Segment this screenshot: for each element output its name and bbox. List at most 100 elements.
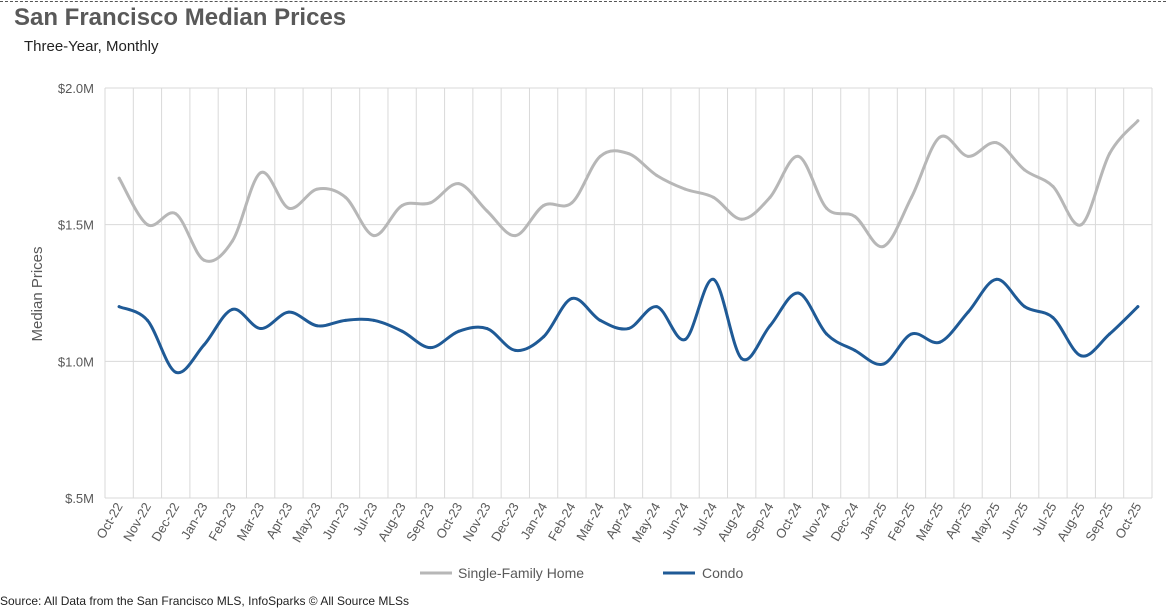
data-point-single-family-home — [400, 204, 404, 208]
data-point-single-family-home — [627, 152, 630, 156]
y-tick-label: $1.0M — [58, 354, 94, 369]
data-point-condo — [740, 357, 744, 361]
data-point-single-family-home — [1079, 223, 1083, 227]
data-point-single-family-home — [1023, 168, 1027, 172]
y-tick-label: $1.5M — [58, 218, 94, 233]
data-point-condo — [428, 346, 432, 350]
data-point-condo — [315, 324, 319, 328]
y-axis-title: Median Prices — [29, 246, 46, 341]
data-point-single-family-home — [1051, 184, 1055, 188]
data-point-single-family-home — [287, 206, 291, 210]
data-point-single-family-home — [202, 258, 206, 262]
chart-title: San Francisco Median Prices — [14, 4, 347, 31]
data-point-single-family-home — [881, 245, 885, 249]
data-point-condo — [655, 305, 659, 309]
x-tick-label: Sep-25 — [1082, 500, 1116, 544]
y-tick-label: $.5M — [65, 491, 94, 506]
data-point-condo — [145, 318, 149, 322]
chart-subtitle: Three-Year, Monthly — [24, 38, 159, 55]
data-point-single-family-home — [655, 173, 659, 177]
data-point-condo — [966, 310, 970, 314]
data-point-condo — [711, 277, 715, 281]
data-point-condo — [683, 337, 687, 341]
x-tick-label: Mar-25 — [913, 500, 947, 543]
data-point-single-family-home — [428, 201, 432, 205]
data-point-condo — [400, 329, 404, 333]
x-tick-label: Dec-24 — [828, 500, 862, 544]
data-point-condo — [627, 327, 630, 331]
y-tick-labels: $.5M $1.0M $1.5M $2.0M — [58, 81, 94, 506]
data-point-condo — [344, 318, 348, 322]
data-point-condo — [1079, 354, 1083, 358]
data-point-condo — [881, 362, 885, 366]
data-point-condo — [853, 348, 857, 352]
x-tick-label: Oct-25 — [1112, 500, 1144, 541]
data-point-single-family-home — [711, 195, 715, 199]
data-point-single-family-home — [230, 239, 234, 243]
data-point-condo — [825, 332, 829, 336]
data-point-single-family-home — [768, 195, 772, 199]
x-tick-label: Sep-23 — [403, 500, 437, 544]
series-layer — [117, 119, 1140, 375]
data-point-single-family-home — [683, 187, 687, 191]
x-tick-label: Sep-24 — [743, 500, 777, 544]
data-point-single-family-home — [485, 209, 489, 213]
data-point-condo — [598, 318, 602, 322]
x-tick-label: Mar-24 — [573, 500, 607, 543]
top-dashed-border — [0, 1, 1166, 2]
data-point-condo — [1136, 305, 1140, 309]
data-point-single-family-home — [542, 204, 546, 208]
data-point-condo — [909, 332, 913, 336]
x-tick-label: Dec-22 — [148, 500, 182, 544]
legend: Single-Family Home Condo — [420, 565, 743, 581]
data-point-condo — [994, 277, 998, 281]
data-point-condo — [938, 340, 942, 344]
data-point-single-family-home — [372, 234, 376, 238]
data-point-single-family-home — [598, 154, 602, 158]
source-note: Source: All Data from the San Francisco … — [0, 594, 410, 608]
data-point-single-family-home — [994, 141, 998, 145]
legend-label-condo: Condo — [702, 565, 743, 581]
data-point-condo — [202, 343, 206, 347]
data-point-single-family-home — [1136, 119, 1140, 123]
x-tick-label: Jul-23 — [350, 500, 381, 538]
data-point-condo — [117, 305, 121, 309]
x-tick-label: Jun-25 — [998, 500, 1031, 542]
data-point-condo — [457, 329, 461, 333]
x-tick-label: Jun-24 — [659, 500, 692, 542]
data-point-single-family-home — [117, 176, 121, 180]
data-point-single-family-home — [938, 135, 942, 139]
x-tick-label: May-23 — [289, 500, 324, 545]
data-point-condo — [1108, 332, 1112, 336]
data-point-condo — [1023, 305, 1027, 309]
x-tick-label: Dec-23 — [488, 500, 522, 544]
data-point-single-family-home — [259, 171, 263, 175]
y-tick-label: $2.0M — [58, 81, 94, 96]
series-line-condo — [117, 277, 1140, 375]
x-tick-label: May-24 — [629, 500, 664, 545]
x-tick-label: Jul-25 — [1029, 500, 1060, 538]
data-point-single-family-home — [174, 212, 178, 216]
data-point-condo — [372, 318, 376, 322]
data-point-single-family-home — [145, 223, 149, 227]
data-point-condo — [485, 327, 489, 331]
data-point-single-family-home — [344, 195, 348, 199]
grid-layer — [104, 87, 1153, 499]
data-point-condo — [287, 310, 291, 314]
x-tick-labels: Oct-22Nov-22Dec-22Jan-23Feb-23Mar-23Apr-… — [93, 500, 1144, 545]
data-point-condo — [768, 324, 772, 328]
legend-label-single-family-home: Single-Family Home — [458, 565, 584, 581]
data-point-single-family-home — [740, 217, 744, 221]
data-point-condo — [259, 327, 263, 331]
data-point-condo — [542, 335, 546, 339]
data-point-single-family-home — [570, 201, 574, 205]
data-point-condo — [174, 370, 178, 374]
data-point-single-family-home — [1108, 152, 1112, 156]
data-point-condo — [513, 348, 517, 352]
data-point-condo — [1051, 316, 1055, 320]
x-tick-label: May-25 — [968, 500, 1003, 545]
data-point-single-family-home — [909, 195, 913, 199]
data-point-single-family-home — [513, 234, 517, 238]
data-point-condo — [796, 291, 800, 295]
